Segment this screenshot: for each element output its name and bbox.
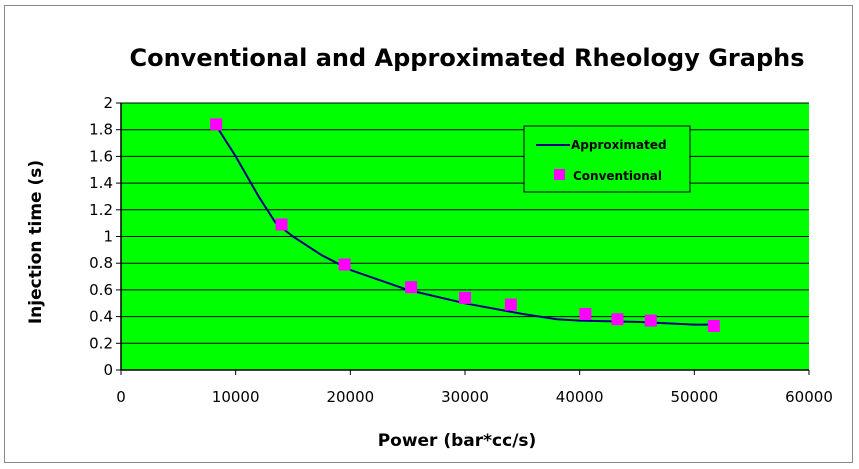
conventional-point-4 — [459, 291, 471, 304]
x-axis-ticks: 0 10000 20000 30000 40000 50000 60000 — [116, 370, 833, 406]
x-axis-title: Power (bar*cc/s) — [378, 431, 537, 451]
x-tick-label-0: 0 — [116, 388, 126, 406]
x-tick-label-1: 10000 — [212, 388, 260, 406]
chart-frame: Conventional and Approximated Rheology G… — [4, 5, 853, 463]
conventional-point-5 — [504, 298, 517, 311]
conventional-point-2 — [338, 258, 351, 271]
y-tick-label-6: 1.2 — [89, 201, 113, 219]
conventional-point-3 — [405, 281, 418, 294]
x-tick-label-4: 40000 — [556, 388, 604, 406]
y-axis-ticks: 0 0.2 0.4 0.6 0.8 1 1.2 1.4 1.6 1.8 2 — [89, 94, 121, 379]
y-tick-label-8: 1.6 — [89, 147, 113, 165]
y-axis-title: Injection time (s) — [26, 160, 46, 324]
conventional-point-1 — [275, 218, 288, 231]
legend: Approximated Conventional — [523, 125, 691, 193]
x-tick-label-3: 30000 — [441, 388, 489, 406]
legend-box — [523, 125, 691, 193]
y-tick-label-3: 0.6 — [89, 281, 113, 299]
x-tick-label-5: 50000 — [670, 388, 718, 406]
legend-conventional-marker-sample — [554, 169, 565, 180]
conventional-point-8 — [644, 314, 657, 327]
conventional-point-9 — [707, 319, 720, 332]
series-layer — [210, 118, 720, 332]
y-tick-label-7: 1.4 — [89, 174, 113, 192]
y-tick-label-0: 0 — [103, 361, 113, 379]
y-tick-label-5: 1 — [103, 228, 113, 246]
conventional-point-0 — [210, 118, 223, 131]
y-tick-label-4: 0.8 — [89, 254, 113, 272]
conventional-point-6 — [579, 307, 592, 320]
x-tick-label-2: 20000 — [326, 388, 374, 406]
legend-label-conventional: Conventional — [573, 169, 662, 183]
y-tick-label-2: 0.4 — [89, 308, 113, 326]
y-tick-label-1: 0.2 — [89, 334, 113, 352]
x-tick-label-6: 60000 — [785, 388, 833, 406]
chart-title: Conventional and Approximated Rheology G… — [129, 44, 804, 72]
conventional-point-7 — [611, 313, 624, 326]
chart-svg: Conventional and Approximated Rheology G… — [26, 44, 833, 451]
legend-label-approximated: Approximated — [571, 138, 667, 152]
y-tick-label-10: 2 — [103, 94, 113, 112]
y-tick-label-9: 1.8 — [89, 121, 113, 139]
